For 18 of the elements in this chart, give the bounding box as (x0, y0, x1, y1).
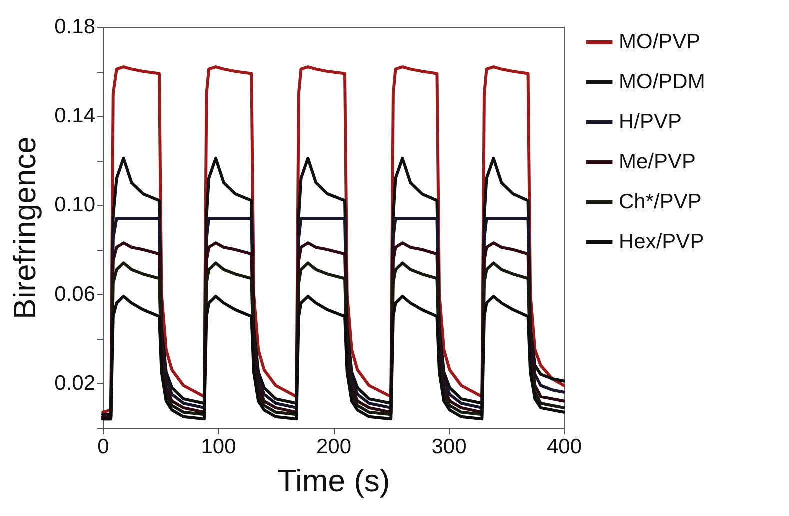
legend-label: MO/PDM (619, 70, 706, 94)
x-tick-label: 200 (316, 436, 352, 458)
legend-label: H/PVP (619, 110, 682, 134)
x-axis-title: Time (s) (278, 464, 390, 498)
y-tick-label: 0.14 (54, 104, 96, 128)
y-tick-label: 0.10 (54, 194, 96, 217)
legend-label: Me/PVP (619, 150, 696, 174)
y-axis-title: Birefringence (8, 136, 43, 320)
x-tick-label: 300 (432, 436, 467, 458)
y-tick-label: 0.18 (54, 16, 96, 38)
legend-label: Ch*/PVP (619, 190, 702, 214)
x-tick-label: 0 (98, 436, 110, 458)
x-tick-label: 100 (201, 436, 236, 458)
legend-label: MO/PVP (619, 30, 701, 54)
legend-label: Hex/PVP (619, 230, 704, 254)
x-tick-label: 400 (546, 436, 582, 458)
y-tick-label: 0.06 (54, 282, 96, 306)
y-tick-label: 0.02 (54, 372, 96, 395)
